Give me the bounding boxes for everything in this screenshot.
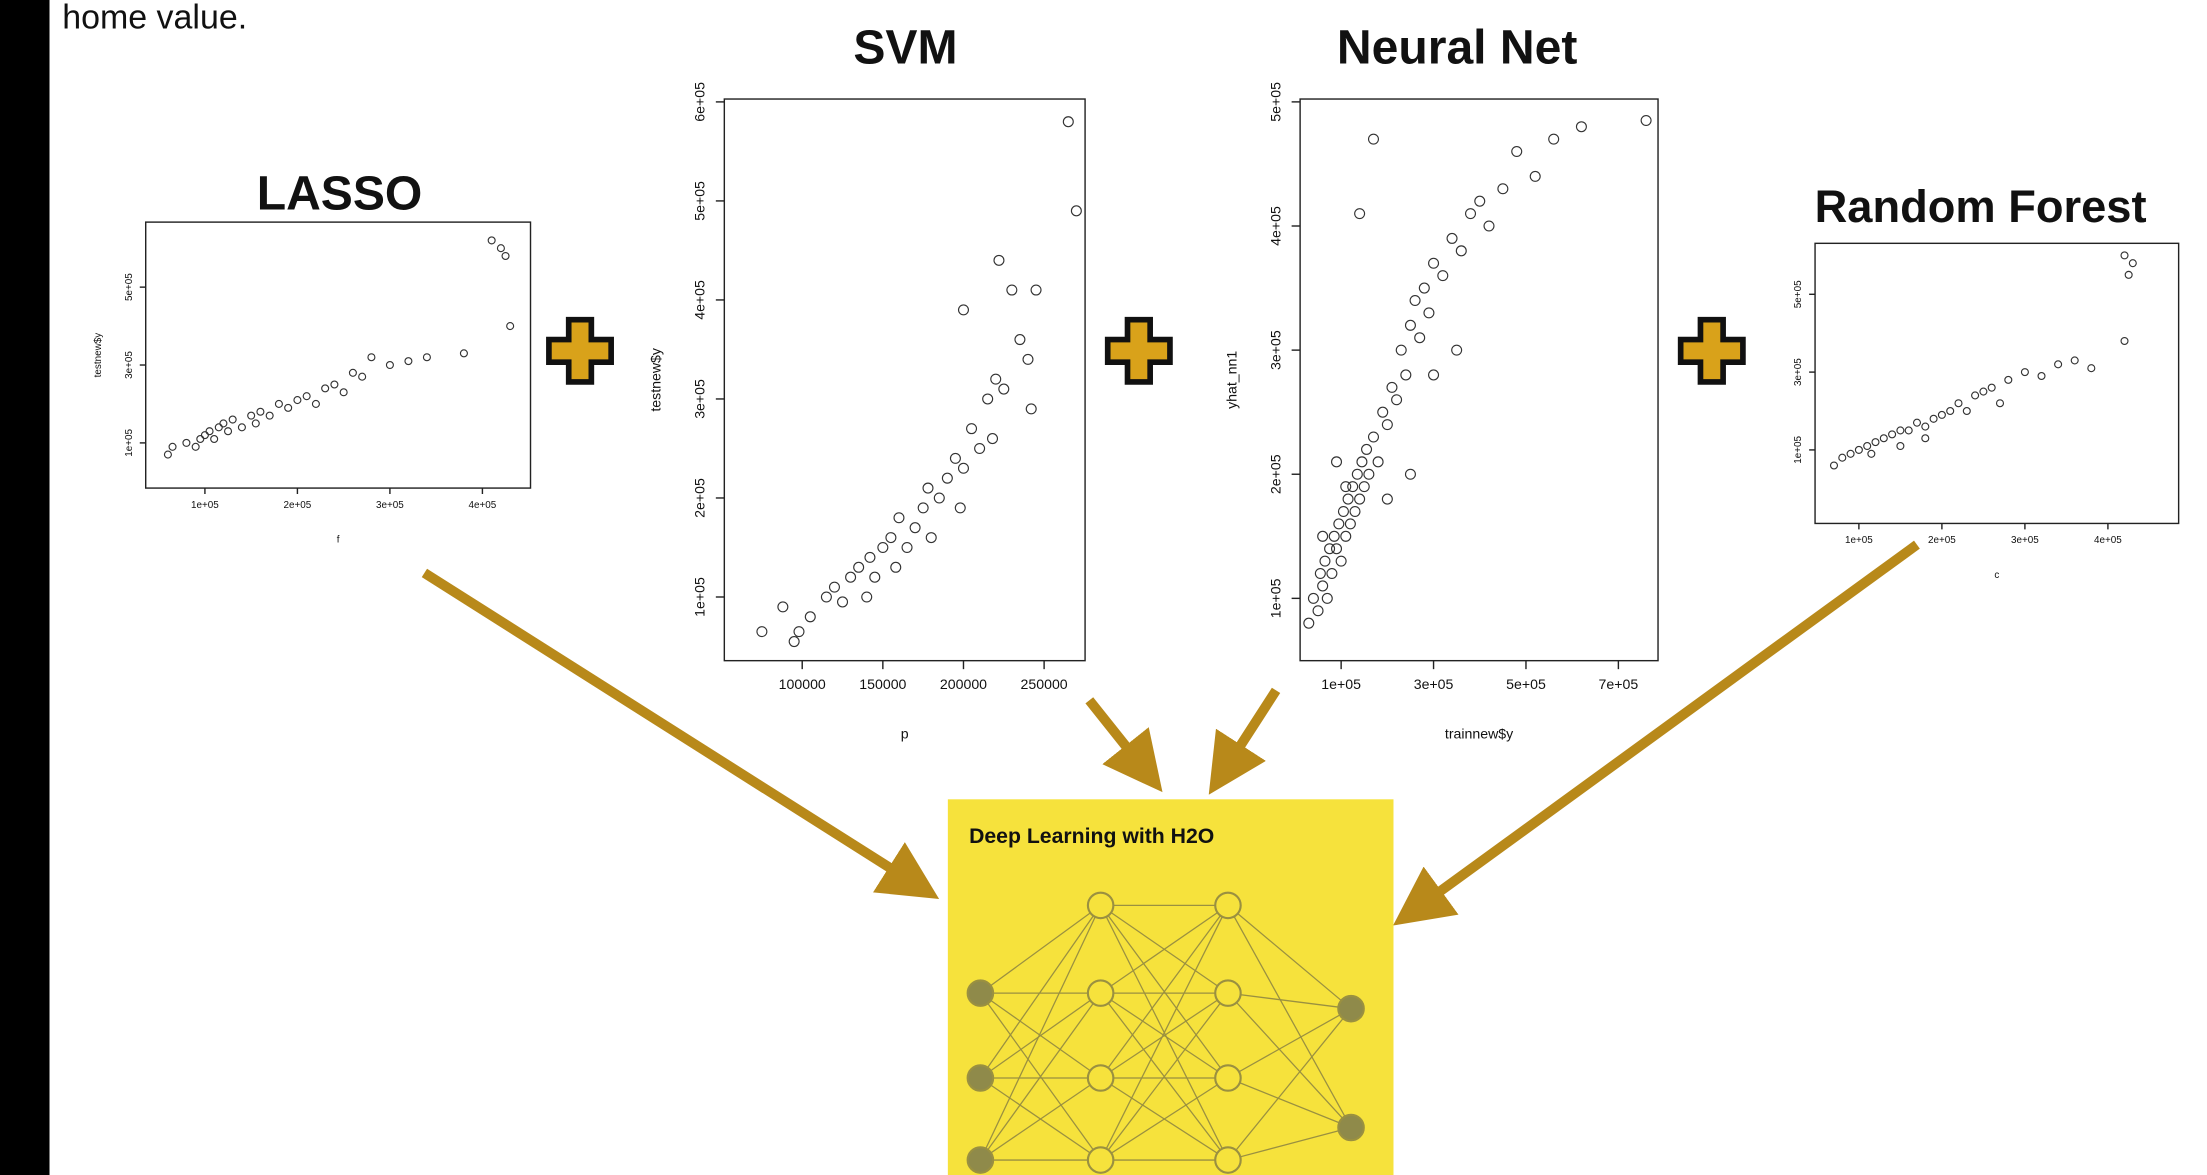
node (968, 980, 993, 1005)
x-axis-label: c (1994, 570, 1999, 581)
x-axis-label: trainnew$y (1445, 725, 1514, 741)
node (1215, 1147, 1240, 1172)
x-tick-label: 100000 (779, 676, 826, 692)
y-tick-label: 1e+05 (124, 429, 135, 457)
x-tick-label: 1e+05 (1321, 676, 1361, 692)
x-tick-label: 3e+05 (2011, 535, 2039, 546)
content: home value. Deep Learning with H2O LASSO… (0, 0, 2179, 1175)
h2o-panel (948, 799, 1394, 1175)
y-tick-label: 4e+05 (692, 280, 708, 320)
x-tick-label: 2e+05 (284, 500, 312, 511)
plus (1681, 320, 1743, 382)
figure: home value. Deep Learning with H2O LASSO… (0, 0, 2207, 1175)
scatter-chart: Neural Net 1e+05 3e+05 5e+05 7e+05 1e+05 2e+05… (1223, 21, 1658, 742)
x-tick-label: 1e+05 (1845, 535, 1873, 546)
node (1088, 1065, 1113, 1090)
node (1088, 980, 1113, 1005)
node (1215, 980, 1240, 1005)
node (1088, 893, 1113, 918)
x-tick-label: 200000 (940, 676, 987, 692)
side-bar (0, 0, 50, 1175)
node (1215, 893, 1240, 918)
y-tick-label: 2e+05 (1267, 454, 1283, 494)
arrow (1089, 700, 1150, 776)
node (968, 1065, 993, 1090)
chart-title: SVM (853, 21, 957, 75)
node (968, 1147, 993, 1172)
x-tick-label: 250000 (1021, 676, 1068, 692)
y-axis-label: testnew$y (93, 333, 104, 378)
plus (549, 320, 611, 382)
y-tick-label: 3e+05 (1267, 330, 1283, 370)
y-tick-label: 5e+05 (124, 273, 135, 301)
x-tick-label: 7e+05 (1599, 676, 1639, 692)
plot-frame (1815, 243, 2179, 523)
chart-title: LASSO (257, 166, 423, 220)
scatter-chart: LASSO 1e+05 2e+05 3e+05 4e+05 1e+05 3e+05 5e+05… (93, 166, 530, 545)
y-tick-label: 6e+05 (692, 82, 708, 122)
node (1215, 1065, 1240, 1090)
x-axis-label: f (337, 535, 340, 546)
y-tick-label: 4e+05 (1267, 206, 1283, 246)
y-tick-label: 1e+05 (692, 577, 708, 617)
scatter-chart: SVM 100000 150000 200000 250000 1e+05 2e+05 3e+… (648, 21, 1085, 742)
chart-title: Neural Net (1337, 21, 1577, 75)
plus (1108, 320, 1170, 382)
h2o-title: Deep Learning with H2O (969, 825, 1214, 848)
y-tick-label: 1e+05 (1267, 578, 1283, 618)
x-tick-label: 3e+05 (1414, 676, 1454, 692)
node (1088, 1147, 1113, 1172)
y-tick-label: 2e+05 (692, 478, 708, 518)
node (1338, 996, 1363, 1021)
chart-title: Random Forest (1815, 181, 2147, 232)
arrow (1219, 690, 1276, 778)
y-tick-label: 3e+05 (692, 379, 708, 419)
x-tick-label: 1e+05 (191, 500, 219, 511)
x-tick-label: 3e+05 (376, 500, 404, 511)
x-tick-label: 4e+05 (2094, 535, 2122, 546)
y-tick-label: 3e+05 (124, 351, 135, 379)
x-tick-label: 2e+05 (1928, 535, 1956, 546)
y-tick-label: 5e+05 (692, 181, 708, 221)
caption: home value. (62, 0, 247, 36)
page: home value. Deep Learning with H2O LASSO… (0, 0, 2207, 1175)
x-axis-label: p (901, 725, 909, 741)
node (1338, 1115, 1363, 1140)
y-axis-label: yhat_nn1 (1223, 351, 1239, 409)
plot-frame (1300, 99, 1658, 661)
x-tick-label: 150000 (859, 676, 906, 692)
plot-frame (146, 222, 531, 488)
y-tick-label: 1e+05 (1793, 436, 1804, 464)
y-tick-label: 5e+05 (1267, 82, 1283, 122)
y-tick-label: 3e+05 (1793, 358, 1804, 386)
y-axis-label: testnew$y (648, 347, 664, 412)
x-tick-label: 5e+05 (1506, 676, 1546, 692)
scatter-chart: Random Forest 1e+05 2e+05 3e+05 4e+05 1e+05 3e… (1793, 181, 2178, 581)
y-tick-label: 5e+05 (1793, 280, 1804, 308)
x-tick-label: 4e+05 (469, 500, 497, 511)
plot-frame (724, 99, 1085, 661)
